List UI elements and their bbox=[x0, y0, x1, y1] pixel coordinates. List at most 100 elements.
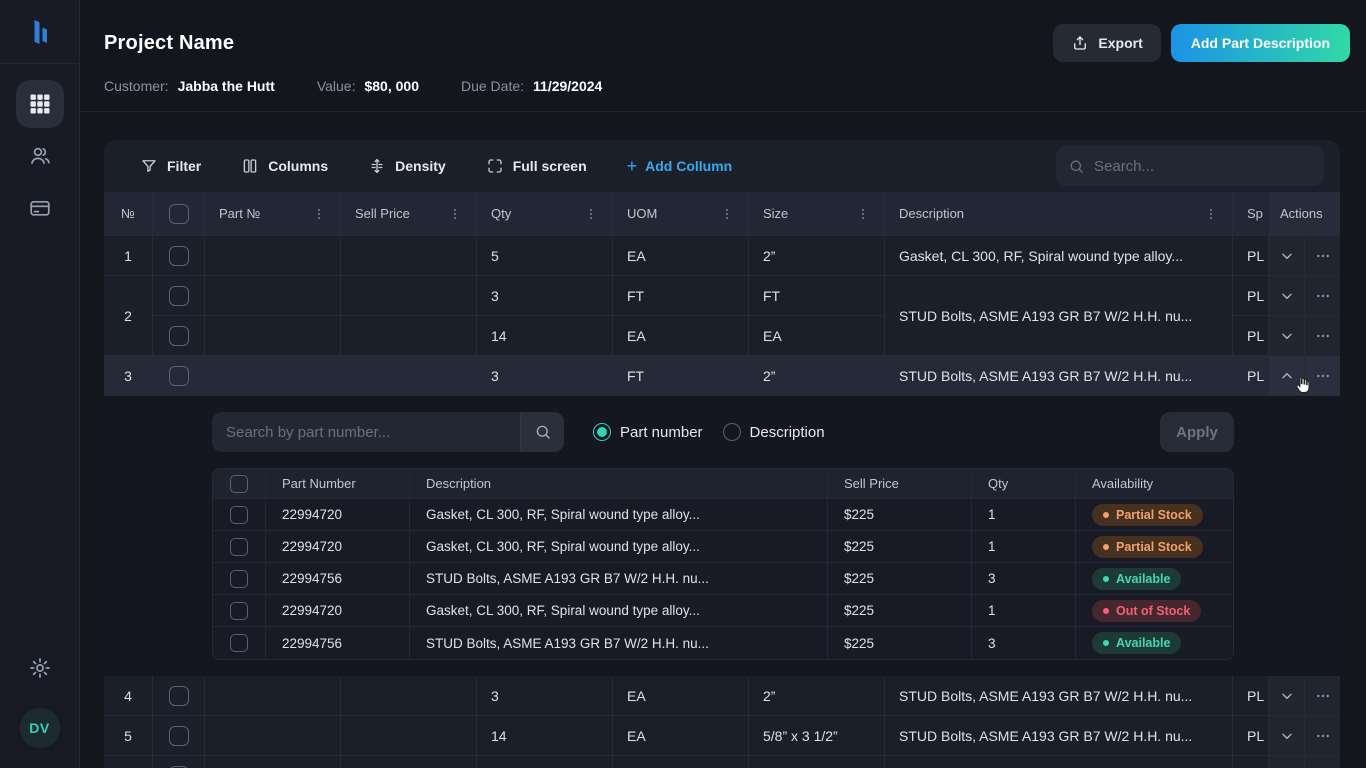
row-menu-button[interactable] bbox=[1304, 716, 1340, 755]
lookup-row[interactable]: 22994720 Gasket, CL 300, RF, Spiral woun… bbox=[213, 499, 1233, 531]
column-menu-icon[interactable] bbox=[720, 207, 734, 221]
export-icon bbox=[1071, 34, 1089, 52]
row-checkbox[interactable] bbox=[169, 286, 189, 306]
row-menu-button[interactable] bbox=[1304, 276, 1340, 316]
description-cell: Gasket, CL 300, RF, Spiral wound type al… bbox=[409, 531, 827, 562]
column-menu-icon[interactable] bbox=[856, 207, 870, 221]
col-sell-price: Sell Price bbox=[827, 469, 971, 498]
row-checkbox[interactable] bbox=[169, 686, 189, 706]
radio-description[interactable]: Description bbox=[723, 423, 825, 441]
export-button[interactable]: Export bbox=[1053, 24, 1160, 62]
size-cell: FT bbox=[748, 276, 884, 316]
user-avatar[interactable]: DV bbox=[20, 708, 60, 748]
add-part-description-button[interactable]: Add Part Description bbox=[1171, 24, 1350, 62]
availability-badge: Partial Stock bbox=[1092, 504, 1203, 526]
part-number-cell: 22994756 bbox=[265, 627, 409, 659]
fullscreen-button[interactable]: Full screen bbox=[486, 157, 587, 175]
table-row[interactable]: 1 5 EA 2” Gasket, CL 300, RF, Spiral wou… bbox=[104, 236, 1340, 276]
columns-button[interactable]: Columns bbox=[241, 157, 328, 175]
qty-cell: 3 bbox=[476, 276, 612, 316]
size-cell: 2” bbox=[748, 236, 884, 275]
lookup-row[interactable]: 22994756 STUD Bolts, ASME A193 GR B7 W/2… bbox=[213, 563, 1233, 595]
column-menu-icon[interactable] bbox=[584, 207, 598, 221]
expand-row-button[interactable] bbox=[1268, 236, 1304, 275]
part-search-input[interactable] bbox=[212, 412, 520, 452]
expand-row-button[interactable] bbox=[1268, 676, 1304, 715]
app-logo[interactable] bbox=[0, 0, 79, 64]
expand-row-button[interactable] bbox=[1268, 756, 1304, 768]
qty-cell: 3 bbox=[971, 563, 1075, 594]
table-toolbar: Filter Columns Density Full screen + Add… bbox=[104, 140, 1340, 192]
due-date-value: 11/29/2024 bbox=[533, 78, 602, 94]
availability-badge: Out of Stock bbox=[1092, 600, 1201, 622]
row-menu-button[interactable] bbox=[1304, 676, 1340, 715]
size-cell: 2” bbox=[748, 356, 884, 395]
col-part-number: Part № bbox=[204, 192, 340, 235]
project-meta: Customer: Jabba the Hutt Value: $80, 000… bbox=[104, 78, 602, 94]
expand-row-button[interactable] bbox=[1268, 316, 1304, 356]
sp-cell: PL bbox=[1232, 716, 1268, 755]
users-icon bbox=[28, 144, 52, 168]
chevron-up-icon bbox=[1279, 368, 1295, 384]
select-all-checkbox[interactable] bbox=[230, 475, 248, 493]
settings-button[interactable] bbox=[16, 644, 64, 692]
row-checkbox[interactable] bbox=[230, 506, 248, 524]
table-row[interactable]: 5 14 EA 5/8” x 3 1/2” STUD Bolts, ASME A… bbox=[104, 716, 1340, 756]
expand-row-button[interactable] bbox=[1268, 716, 1304, 755]
table-row-group[interactable]: 2 STUD Bolts, ASME A193 GR B7 W/2 H.H. n… bbox=[104, 276, 1340, 356]
radio-part-number[interactable]: Part number bbox=[593, 423, 703, 441]
col-uom: UOM bbox=[612, 192, 748, 235]
search-input[interactable] bbox=[1094, 158, 1312, 175]
add-column-button[interactable]: + Add Collumn bbox=[627, 157, 733, 175]
lookup-row[interactable]: 22994720 Gasket, CL 300, RF, Spiral woun… bbox=[213, 595, 1233, 627]
expand-row-button[interactable] bbox=[1268, 276, 1304, 316]
row-checkbox[interactable] bbox=[230, 634, 248, 652]
availability-badge: Partial Stock bbox=[1092, 536, 1203, 558]
uom-cell: EA bbox=[612, 236, 748, 275]
description-cell: STUD Bolts, ASME A193 GR B7 W/2 H.H. nu.… bbox=[884, 356, 1232, 395]
row-number: 2 bbox=[104, 276, 152, 356]
part-search-button[interactable] bbox=[520, 412, 564, 452]
sidebar-item-projects[interactable] bbox=[16, 80, 64, 128]
qty-cell: 3 bbox=[971, 627, 1075, 659]
filter-label: Filter bbox=[167, 158, 201, 174]
description-cell: Gasket, CL 300, RF, Spiral wound type al… bbox=[409, 499, 827, 530]
sell-price-cell bbox=[340, 236, 476, 275]
table-row[interactable] bbox=[104, 756, 1340, 768]
row-checkbox[interactable] bbox=[230, 570, 248, 588]
lookup-row[interactable]: 22994756 STUD Bolts, ASME A193 GR B7 W/2… bbox=[213, 627, 1233, 659]
lookup-row[interactable]: 22994720 Gasket, CL 300, RF, Spiral woun… bbox=[213, 531, 1233, 563]
row-checkbox[interactable] bbox=[230, 538, 248, 556]
sell-price-cell bbox=[340, 356, 476, 395]
density-button[interactable]: Density bbox=[368, 157, 446, 175]
value-label: Value: bbox=[317, 78, 356, 94]
column-menu-icon[interactable] bbox=[448, 207, 462, 221]
ellipsis-icon bbox=[1315, 288, 1331, 304]
apply-button[interactable]: Apply bbox=[1160, 412, 1234, 452]
sidebar-item-customers[interactable] bbox=[16, 132, 64, 180]
search-mode-radios: Part number Description bbox=[593, 423, 825, 441]
collapse-row-button[interactable] bbox=[1268, 356, 1304, 395]
row-checkbox[interactable] bbox=[169, 726, 189, 746]
row-menu-button[interactable] bbox=[1304, 756, 1340, 768]
part-number-cell bbox=[204, 756, 340, 768]
part-number-cell: 22994720 bbox=[265, 595, 409, 626]
part-search-field bbox=[212, 412, 564, 452]
row-menu-button[interactable] bbox=[1304, 316, 1340, 356]
filter-button[interactable]: Filter bbox=[140, 157, 201, 175]
column-menu-icon[interactable] bbox=[312, 207, 326, 221]
row-checkbox[interactable] bbox=[169, 366, 189, 386]
radio-unselected-icon bbox=[723, 423, 741, 441]
sidebar-item-billing[interactable] bbox=[16, 184, 64, 232]
table-row[interactable]: 4 3 EA 2” STUD Bolts, ASME A193 GR B7 W/… bbox=[104, 676, 1340, 716]
uom-cell: FT bbox=[612, 356, 748, 395]
row-menu-button[interactable] bbox=[1304, 236, 1340, 275]
sidebar: DV bbox=[0, 0, 80, 768]
table-row-expanded[interactable]: 3 3 FT 2” STUD Bolts, ASME A193 GR B7 W/… bbox=[104, 356, 1340, 396]
row-checkbox[interactable] bbox=[230, 602, 248, 620]
column-menu-icon[interactable] bbox=[1204, 207, 1218, 221]
row-checkbox[interactable] bbox=[169, 326, 189, 346]
select-all-checkbox[interactable] bbox=[169, 204, 189, 224]
row-menu-button[interactable] bbox=[1304, 356, 1340, 395]
row-checkbox[interactable] bbox=[169, 246, 189, 266]
